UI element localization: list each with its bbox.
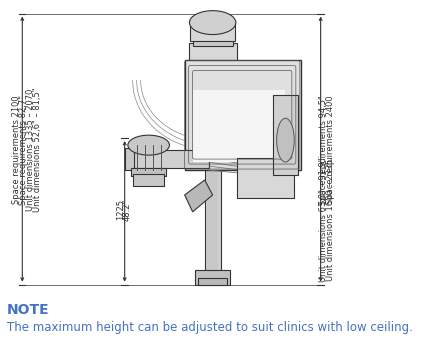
Text: NOTE: NOTE [7, 303, 50, 317]
Text: Space requirements 2100: Space requirements 2100 [12, 96, 22, 204]
Text: The maximum height can be adjusted to suit clinics with low ceiling.: The maximum height can be adjusted to su… [7, 321, 413, 335]
Text: Unit dimensions 52,6" – 81,5": Unit dimensions 52,6" – 81,5" [33, 88, 42, 213]
Bar [207, 60, 218, 278]
Bar [205, 60, 220, 278]
Bar [134, 174, 164, 186]
Text: 48.2": 48.2" [123, 199, 131, 221]
Bar [125, 148, 134, 170]
Bar [273, 95, 298, 175]
Ellipse shape [128, 135, 170, 155]
Bar [195, 270, 230, 285]
Bar [237, 158, 294, 198]
Text: Unit dimensions 1600 – 2335: Unit dimensions 1600 – 2335 [326, 159, 335, 281]
Text: Unit dimensions 63,0" – 91,9": Unit dimensions 63,0" – 91,9" [319, 158, 328, 282]
Ellipse shape [190, 11, 236, 34]
Bar [131, 168, 166, 176]
Bar [190, 23, 235, 41]
Polygon shape [185, 180, 213, 212]
Text: Space requirements 94,5": Space requirements 94,5" [319, 95, 328, 205]
Bar [189, 42, 237, 65]
Bar [185, 60, 301, 170]
Bar [128, 150, 209, 168]
Ellipse shape [276, 118, 294, 162]
Bar [192, 38, 233, 46]
Bar [198, 278, 227, 285]
Bar [192, 90, 285, 162]
Text: Unit dimensions 1335 – 2070: Unit dimensions 1335 – 2070 [26, 89, 35, 211]
Text: Space requirements 2400: Space requirements 2400 [326, 96, 335, 204]
Text: Space requirements 82,7": Space requirements 82,7" [19, 95, 28, 205]
Text: 1225: 1225 [117, 199, 126, 220]
